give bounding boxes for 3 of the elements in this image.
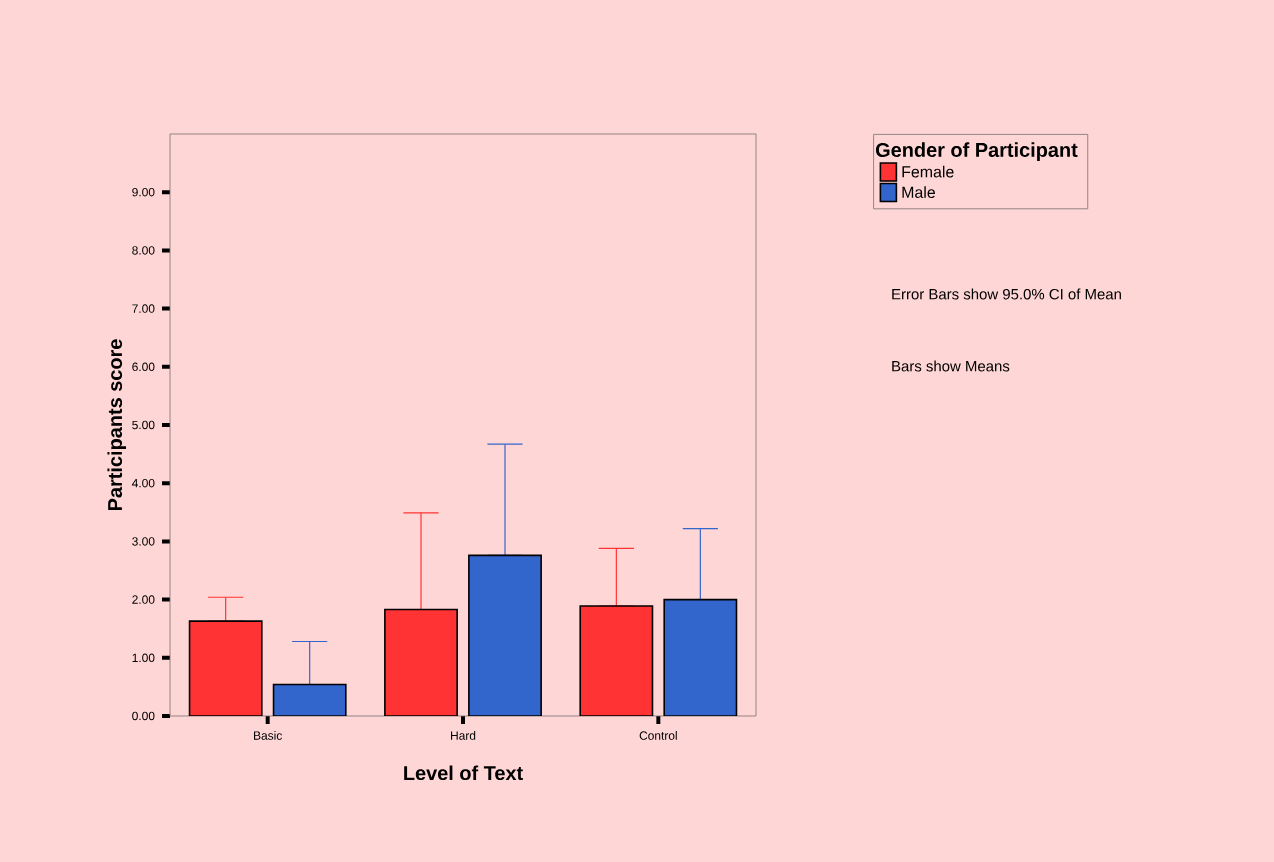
legend-title: Gender of Participant [875,142,1078,161]
y-axis-title: Participants score [107,339,127,511]
x-axis-title: Level of Text [404,765,523,781]
